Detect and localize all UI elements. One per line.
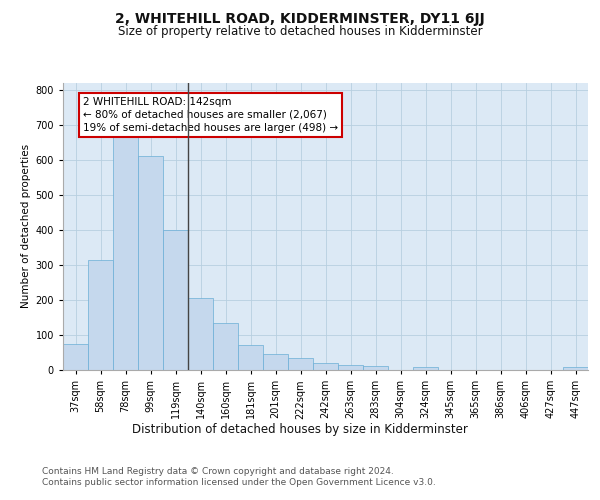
Bar [63, 344, 88, 370]
Bar [138, 156, 163, 370]
Bar [313, 363, 338, 370]
Bar [163, 230, 188, 370]
Bar [213, 322, 238, 370]
Text: Contains HM Land Registry data © Crown copyright and database right 2024.
Contai: Contains HM Land Registry data © Crown c… [42, 468, 436, 487]
Text: Distribution of detached houses by size in Kidderminster: Distribution of detached houses by size … [132, 422, 468, 436]
Bar [288, 358, 313, 370]
Bar [188, 298, 213, 370]
Text: Size of property relative to detached houses in Kidderminster: Size of property relative to detached ho… [118, 25, 482, 38]
Bar [338, 364, 363, 370]
Y-axis label: Number of detached properties: Number of detached properties [22, 144, 31, 308]
Bar [413, 367, 438, 370]
Text: 2, WHITEHILL ROAD, KIDDERMINSTER, DY11 6JJ: 2, WHITEHILL ROAD, KIDDERMINSTER, DY11 6… [115, 12, 485, 26]
Bar [88, 260, 113, 370]
Text: 2 WHITEHILL ROAD: 142sqm
← 80% of detached houses are smaller (2,067)
19% of sem: 2 WHITEHILL ROAD: 142sqm ← 80% of detach… [83, 96, 338, 133]
Bar [238, 346, 263, 370]
Bar [563, 367, 588, 370]
Bar [263, 354, 288, 370]
Bar [363, 366, 388, 370]
Bar [113, 137, 138, 370]
